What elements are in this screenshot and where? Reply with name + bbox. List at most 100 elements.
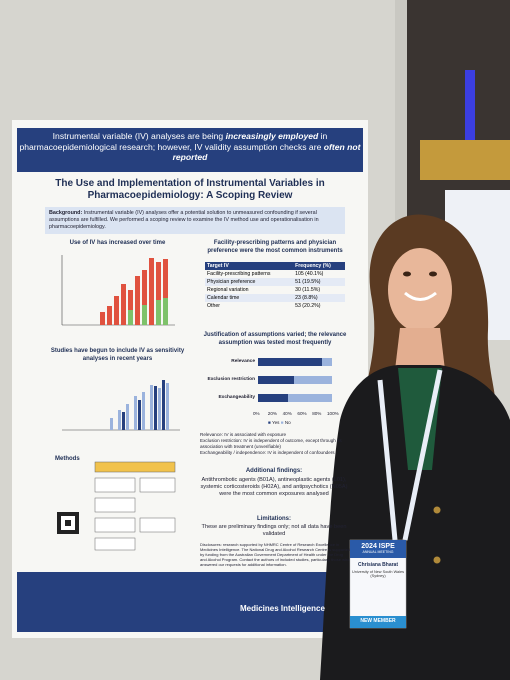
- section-heading: Use of IV has increased over time: [69, 240, 166, 246]
- bar: [107, 306, 112, 325]
- bar: [258, 376, 332, 384]
- flow-box: [94, 517, 136, 533]
- limitations-text: These are preliminary findings only; not…: [201, 524, 347, 537]
- banner-text: in pharmacoepidemiological research; how…: [19, 131, 328, 152]
- bar: [126, 404, 129, 430]
- section-heading: Additional findings:: [245, 468, 303, 474]
- badge-name: Chrisiana Bharat: [357, 562, 398, 568]
- axis-tick-label: 0%: [253, 411, 260, 416]
- axis-tick-label: 20%: [267, 411, 277, 416]
- bar: [118, 410, 121, 430]
- table-cell: Other: [207, 303, 220, 309]
- poster-footer: [17, 572, 363, 632]
- booth: [420, 140, 510, 180]
- axis-tick-label: 60%: [297, 411, 307, 416]
- face: [388, 248, 452, 332]
- bar: [149, 258, 154, 325]
- bar: [156, 300, 161, 325]
- bar: [114, 296, 119, 325]
- section-heading: Methods: [55, 456, 80, 462]
- bars: [110, 383, 169, 430]
- definitions: Relevance: IV is associated with exposur…: [200, 432, 348, 456]
- footer-logo: Medicines Intelligence: [240, 604, 325, 613]
- table-cell: 30 (11.5%): [295, 287, 321, 293]
- table-row: Facility-prescribing patterns 105 (40.1%): [205, 270, 345, 278]
- bar: [128, 290, 133, 325]
- axis-tick-label: 100%: [327, 411, 339, 416]
- definition: Relevance: IV is associated with exposur…: [200, 432, 287, 437]
- background-label: Background:: [49, 210, 83, 216]
- bars: [128, 298, 168, 325]
- table-body: Facility-prescribing patterns 105 (40.1%)…: [205, 270, 345, 310]
- badge-ribbon: [350, 616, 406, 628]
- smile: [404, 291, 437, 301]
- table-row: Other 53 (20.2%): [205, 302, 345, 310]
- frequency-table: Target IV Frequency (%) Facility-prescribi…: [205, 262, 345, 310]
- banner-emphasis: increasingly employed: [225, 131, 319, 141]
- table-cell: 23 (8.8%): [293, 294, 345, 302]
- lanyard: [377, 369, 443, 541]
- bar: [138, 400, 141, 430]
- bar: [163, 298, 168, 325]
- flow-box: [139, 477, 176, 493]
- bar: [258, 376, 294, 384]
- assumption-label: Exchangeability: [218, 395, 255, 400]
- banner-text: Instrumental variable (IV) analyses are …: [52, 131, 226, 141]
- bar: [156, 262, 161, 325]
- section-heading: Limitations:: [257, 516, 291, 522]
- blue-light: [465, 70, 475, 160]
- flow-box: [94, 477, 136, 493]
- bar: [158, 388, 161, 430]
- badge-header-text: 2024 ISPE ANNUAL MEETING: [352, 543, 404, 554]
- legend-entry: No: [284, 420, 291, 425]
- table-cell: 53 (20.2%): [295, 303, 321, 309]
- badge-ribbon-text: NEW MEMBER: [360, 618, 396, 624]
- flow-box: [94, 497, 136, 513]
- bar: [121, 284, 126, 325]
- qr-code-dot: [65, 520, 71, 526]
- badge-header: [350, 540, 406, 558]
- background-box: Background: Instrumental variable (IV) a…: [45, 207, 345, 234]
- table-cell: Physician preference: [205, 278, 294, 286]
- flowchart: [94, 461, 176, 551]
- bar: [100, 312, 105, 325]
- bar: [142, 270, 147, 325]
- table-row: Calendar time 23 (8.8%): [205, 294, 345, 302]
- badge-subtitle: ANNUAL MEETING: [362, 550, 394, 554]
- table-cell: 105 (40.1%): [295, 271, 324, 277]
- button: [433, 506, 441, 514]
- bar: [134, 396, 137, 430]
- poster-banner: Instrumental variable (IV) analyses are …: [17, 128, 363, 172]
- bar-chart-1: [61, 255, 175, 326]
- badge-org: University of New South Wales (Sydney): [352, 570, 404, 578]
- table-cell: Regional variation: [207, 287, 249, 293]
- section-heading: Studies have begun to include IV as sens…: [50, 348, 185, 362]
- section-heading: Facility-prescribing patterns and physic…: [207, 240, 343, 254]
- axis-tick-label: 40%: [282, 411, 292, 416]
- poster-title: The Use and Implementation of Instrument…: [55, 178, 325, 201]
- assumption-bars: [258, 358, 332, 402]
- bars: [100, 258, 168, 325]
- eye: [403, 271, 411, 277]
- neck: [395, 328, 445, 370]
- table-header-cell: Target IV: [205, 262, 294, 270]
- table-row: Physician preference 51 (19.5%): [205, 278, 345, 286]
- table-header: Target IV Frequency (%): [205, 262, 345, 270]
- legend-swatch: ■: [268, 420, 271, 425]
- eye: [429, 271, 437, 277]
- button: [433, 556, 441, 564]
- definition: Exclusion restriction: IV is independent…: [200, 438, 342, 449]
- assumption-label: Exclusion restriction: [207, 377, 255, 382]
- disclosures: Disclosures: research supported by NHMRC…: [200, 542, 351, 567]
- assumption-label: Relevance: [231, 359, 255, 364]
- legend-entry: Yes: [271, 420, 280, 425]
- axis-tick-label: 80%: [312, 411, 322, 416]
- section-heading: Justification of assumptions varied; the…: [203, 332, 347, 346]
- bar: [162, 380, 165, 430]
- legend-swatch: ■: [280, 420, 284, 425]
- bar: [150, 385, 153, 430]
- bar: [122, 412, 125, 430]
- table-header-cell: Frequency (%): [293, 262, 345, 270]
- flow-box: [94, 461, 176, 473]
